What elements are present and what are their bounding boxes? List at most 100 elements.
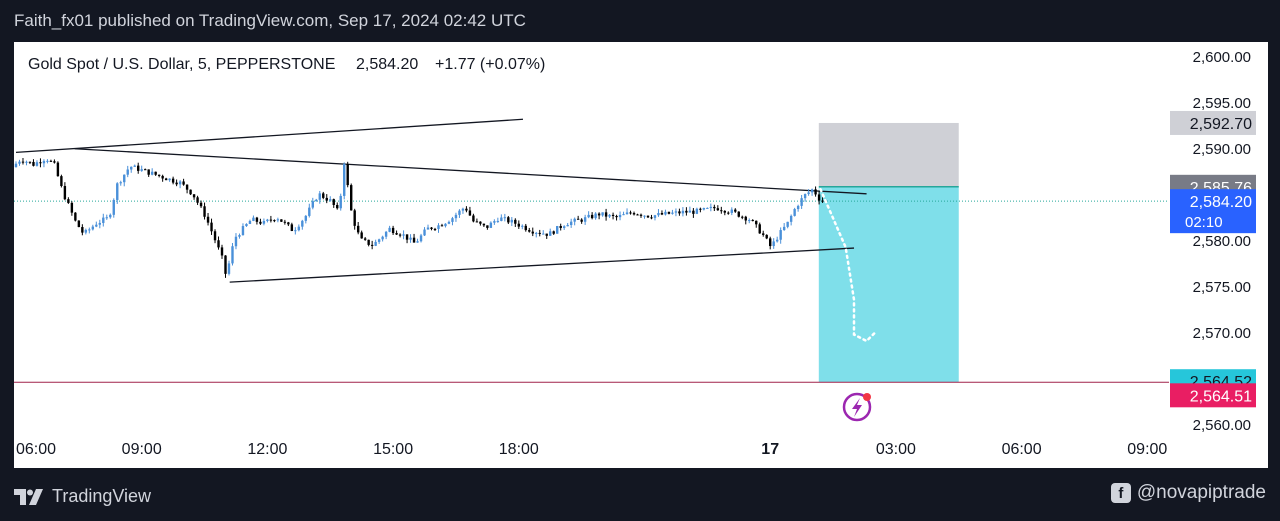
candle-body [814,189,817,195]
candle-body [412,237,416,243]
candle [730,207,733,216]
candle-body [636,214,639,216]
y-tick-label: 2,570.00 [1193,325,1251,342]
candle-body [625,212,629,215]
candle-body [514,219,517,224]
candle [685,207,688,216]
candle-body [744,216,747,221]
candle [130,166,133,173]
candle-body [821,200,824,202]
candle [720,206,723,214]
candle-body [294,230,297,232]
x-tick-label: 15:00 [373,441,413,458]
candle [252,215,255,222]
candle [150,168,154,176]
candle-body [531,231,534,234]
candle [398,233,402,238]
candle-body [363,238,367,240]
candle-body [353,210,356,226]
candle [182,178,185,186]
candle [178,180,182,189]
candle [716,205,720,211]
candle [458,209,461,218]
candle-body [566,225,569,227]
candle-body [779,230,782,240]
candle-body [255,217,259,222]
candle-body [88,229,91,231]
candle [374,239,377,247]
candle-body [458,210,461,215]
candle [95,221,98,228]
candle [496,217,500,223]
candle [751,219,754,222]
candle [444,223,447,228]
candle-body [231,246,234,264]
candle-body [329,199,332,201]
candle-body [576,218,580,220]
candle [168,178,171,182]
candle-body [688,210,692,213]
candle [419,233,423,243]
candle-body [800,198,803,206]
candle-body [304,215,308,221]
candle [346,161,349,188]
candle [206,212,210,226]
candle-body [287,222,290,225]
candle-body [685,210,688,213]
candle-body [102,217,105,223]
candle [699,207,702,213]
candle [769,236,772,250]
candle-body [758,224,761,234]
candle [384,230,388,240]
candle-body [49,160,53,162]
candle [538,229,541,237]
candle [381,235,384,242]
chart-area[interactable]: 2,600.002,595.002,590.002,585.002,580.00… [14,42,1268,468]
candle [350,183,353,211]
candle [817,191,821,205]
candle-body [123,174,126,183]
bottom-bar: TradingView f @novapiptrade [0,468,1280,521]
candle-body [629,212,632,214]
candle-body [150,171,154,175]
candle-body [549,231,552,236]
candle-body [433,228,437,230]
price-chart[interactable]: 2,600.002,595.002,590.002,585.002,580.00… [14,42,1268,468]
candle-body [189,189,192,195]
candle [493,219,496,225]
candle [713,204,716,212]
price-label-bg [1170,110,1256,135]
candle-body [21,161,25,163]
candle-body [276,219,280,221]
candle [782,223,786,231]
published-caption: Faith_fx01 published on TradingView.com,… [14,11,526,30]
candle [402,230,405,240]
candle [245,223,248,227]
candle [758,222,761,234]
candle [552,230,555,235]
candle [84,228,88,235]
candle-body [74,212,77,221]
candle-body [653,215,657,218]
candle [604,208,608,221]
candle-body [723,210,727,213]
candle [734,208,737,213]
candle [301,219,304,230]
candle-body [716,208,720,211]
candle [238,233,241,239]
candle-body [248,220,252,224]
candle [217,236,220,250]
candle [409,234,412,243]
candle [336,202,339,210]
candle-body [674,211,678,213]
lightning-alert-icon[interactable] [842,392,872,422]
candle-body [81,227,84,233]
candle-body [332,199,335,205]
candle [199,200,203,209]
candle [503,213,507,222]
candle-body [608,214,611,217]
candle-body [14,163,18,168]
tradingview-brand[interactable]: TradingView [14,486,151,507]
candle [63,182,67,201]
author-handle: f @novapiptrade [1110,482,1266,504]
